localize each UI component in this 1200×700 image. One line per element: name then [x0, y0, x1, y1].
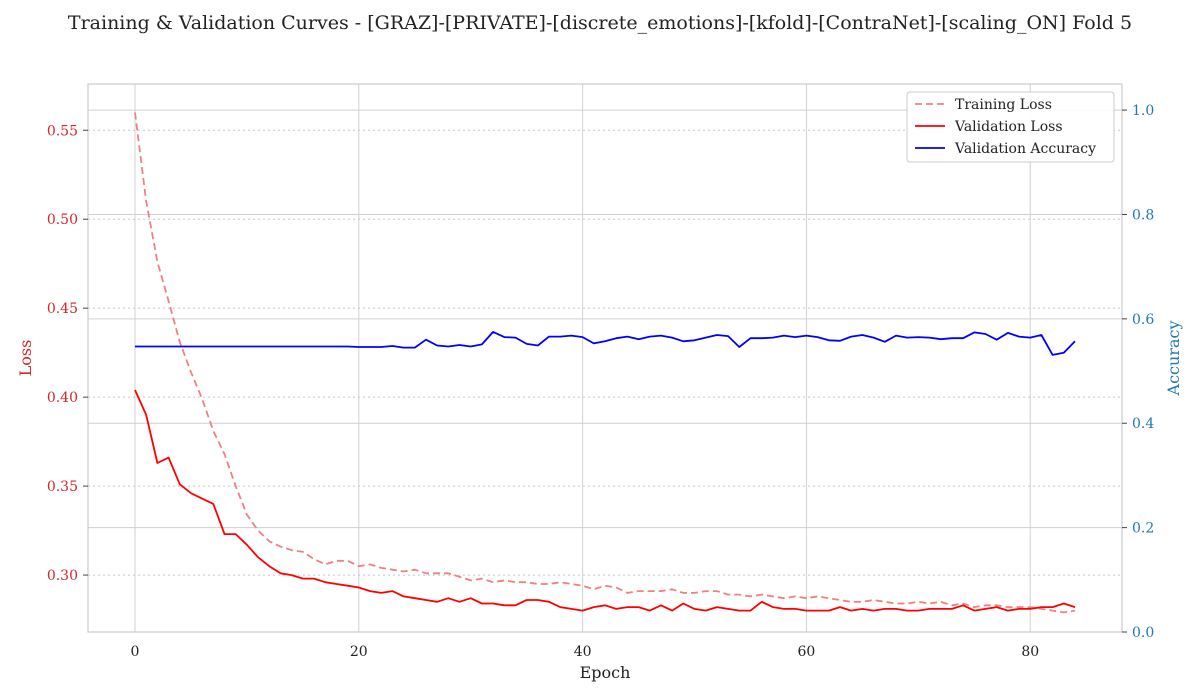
x-tick-label: 20 [350, 644, 368, 660]
y-left-tick-label: 0.50 [47, 212, 78, 228]
legend-label-validation-accuracy: Validation Accuracy [954, 141, 1096, 157]
y-right-tick-label: 0.4 [1132, 416, 1154, 432]
y-left-tick-label: 0.45 [47, 301, 78, 317]
grid-layer [88, 84, 1122, 633]
y-left-tick-label: 0.55 [47, 123, 78, 139]
y-left-tick-label: 0.40 [47, 390, 78, 406]
x-axis-label: Epoch [580, 663, 631, 682]
training-loss-line [134, 112, 1076, 614]
plot-frame [87, 83, 1123, 633]
y-axis-left-label: Loss [16, 340, 35, 377]
legend-label-training-loss: Training Loss [955, 97, 1052, 113]
legend: Training Loss Validation Loss Validation A… [906, 91, 1115, 163]
y-right-tick-label: 0.0 [1132, 625, 1154, 641]
x-tick-label: 40 [574, 644, 592, 660]
y-left-tick-label: 0.35 [47, 479, 78, 495]
y-axis-right-label: Accuracy [1164, 321, 1183, 397]
x-tick-label: 60 [798, 644, 816, 660]
y-left-tick-label: 0.30 [47, 568, 78, 584]
validation-accuracy-line [135, 330, 1076, 356]
x-tick-label: 0 [131, 644, 140, 660]
legend-box [906, 91, 1115, 163]
y-right-tick-label: 0.8 [1132, 207, 1154, 223]
validation-loss-line [134, 389, 1076, 612]
legend-label-validation-loss: Validation Loss [954, 119, 1063, 135]
chart-title: Training & Validation Curves - [GRAZ]-[P… [68, 12, 1132, 34]
y-right-tick-label: 0.2 [1132, 521, 1154, 537]
y-right-tick-label: 1.0 [1132, 103, 1154, 119]
tick-layer: 0 20 40 60 80 0.30 0.35 0.40 0.45 0.50 0.55 0.0 0.2 0… [47, 103, 1155, 660]
y-right-tick-label: 0.6 [1132, 312, 1154, 328]
x-tick-label: 80 [1021, 644, 1039, 660]
series-layer [134, 112, 1076, 614]
